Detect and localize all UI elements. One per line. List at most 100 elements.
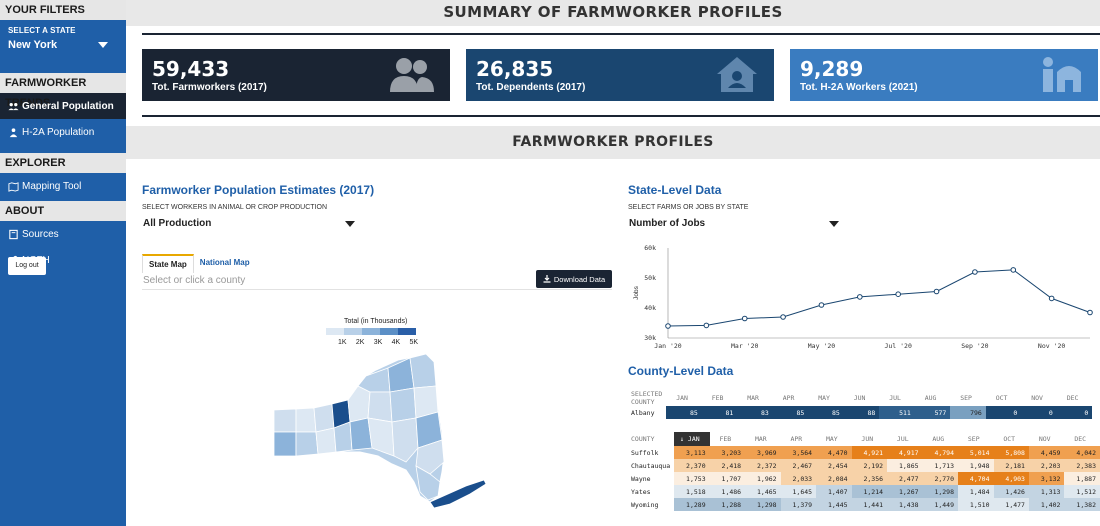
data-point xyxy=(933,288,940,295)
column-header[interactable]: MAR xyxy=(754,435,767,443)
column-header: AUG xyxy=(924,394,937,402)
county-name: Wyoming xyxy=(631,500,659,509)
data-point xyxy=(895,291,901,298)
state-selector[interactable]: SELECT A STATE New York xyxy=(0,20,126,66)
person-icon xyxy=(9,127,18,137)
state-map[interactable] xyxy=(270,352,490,517)
sidebar-item-label: Sources xyxy=(22,228,59,240)
data-point xyxy=(741,315,748,322)
county-shape[interactable] xyxy=(347,385,371,423)
column-header[interactable]: SEP xyxy=(967,435,980,443)
table-cell: 511 xyxy=(879,406,915,419)
state-level-title: State-Level Data xyxy=(628,183,722,197)
county-shape[interactable] xyxy=(409,353,437,389)
sidebar-item-sources[interactable]: Sources xyxy=(0,221,126,247)
county-shape[interactable] xyxy=(295,431,319,457)
column-header[interactable]: OCT xyxy=(1003,435,1016,443)
x-tick-label: Mar '20 xyxy=(731,342,758,350)
table-cell: 1,379 xyxy=(780,498,817,511)
column-header[interactable]: FEB xyxy=(719,435,732,443)
sidebar-item-h2a-population[interactable]: H-2A Population xyxy=(0,119,126,145)
county-shape[interactable] xyxy=(295,407,317,433)
table-row[interactable]: Suffolk 3,113 3,203 3,969 3,564 4,470 4,921 4,9… xyxy=(628,446,1100,459)
county-shapes[interactable] xyxy=(273,353,445,501)
chevron-down-icon xyxy=(345,220,355,227)
column-header[interactable]: JUL xyxy=(896,435,909,443)
explorer-header: EXPLORER xyxy=(0,153,126,173)
table-cell: 4,459 xyxy=(1028,446,1065,459)
column-header[interactable]: AUG xyxy=(932,435,945,443)
column-header[interactable]: JUN xyxy=(861,435,874,443)
series-line xyxy=(667,269,1091,327)
legend-ticks: 1K 2K 3K 4K 5K xyxy=(338,339,418,346)
table-cell: 2,770 xyxy=(922,472,959,485)
table-row[interactable]: Yates 1,518 1,486 1,465 1,645 1,407 1,214 1,267… xyxy=(628,485,1100,498)
county-search-input[interactable]: Select or click a county xyxy=(143,275,246,286)
table-cell: 0 xyxy=(985,406,1022,419)
table-cell: 1,402 xyxy=(1028,498,1065,511)
table-cell: 2,418 xyxy=(709,459,746,472)
column-header: SEP xyxy=(960,394,972,402)
table-cell: 5,014 xyxy=(958,446,994,459)
chevron-down-icon xyxy=(98,42,108,48)
tab-national-map[interactable]: National Map xyxy=(199,258,250,267)
county-shape[interactable] xyxy=(415,439,445,475)
summary-cards: 59,433 Tot. Farmworkers (2017) 26,835 To… xyxy=(142,49,1100,101)
column-header: JUN xyxy=(853,394,866,402)
column-header[interactable]: MAY xyxy=(825,435,838,443)
legend-swatch xyxy=(398,328,416,335)
filters-header: YOUR FILTERS xyxy=(0,0,126,20)
tab-state-map[interactable]: State Map xyxy=(142,254,194,273)
sidebar-item-label: General Population xyxy=(22,100,114,112)
county-shape[interactable] xyxy=(367,391,393,423)
table-cell: 85 xyxy=(772,406,809,419)
sort-column-header[interactable]: ↓ JAN xyxy=(674,432,710,446)
county-shape[interactable] xyxy=(273,408,297,433)
table-row[interactable]: Wayne 1,753 1,707 1,962 2,033 2,084 2,356 2,477… xyxy=(628,472,1100,485)
table-cell: 1,713 xyxy=(922,459,959,472)
table-cell: 1,753 xyxy=(674,472,710,485)
data-point xyxy=(780,314,786,320)
column-header[interactable]: APR xyxy=(790,435,803,443)
long-island-county[interactable] xyxy=(429,479,487,509)
county-shape[interactable] xyxy=(389,387,417,423)
table-cell: 1,645 xyxy=(780,485,817,498)
table-cell: 1,707 xyxy=(709,472,746,485)
legend-tick: 4K xyxy=(391,339,401,346)
county-shape[interactable] xyxy=(391,417,419,463)
table-cell: 3,969 xyxy=(745,446,781,459)
map-icon xyxy=(8,181,19,192)
county-shape[interactable] xyxy=(313,403,335,433)
sidebar-item-mapping-tool[interactable]: Mapping Tool xyxy=(0,173,126,199)
column-header[interactable]: NOV xyxy=(1038,435,1051,443)
y-axis-label: Jobs xyxy=(633,285,640,299)
county-shape[interactable] xyxy=(415,465,441,501)
column-header-county: SELECTED COUNTY xyxy=(631,390,663,406)
county-shape[interactable] xyxy=(273,431,297,457)
sidebar-item-general-population[interactable]: General Population xyxy=(0,93,126,119)
people-icon xyxy=(8,102,19,110)
table-row[interactable]: Albany 85 81 83 85 85 88 511 577 796 0 0 0 xyxy=(628,406,1093,419)
table-cell: 85 xyxy=(666,406,702,419)
about-header: ABOUT xyxy=(0,201,126,221)
table-cell: 81 xyxy=(701,406,738,419)
logout-button[interactable]: Log out xyxy=(8,257,46,275)
jobs-select-label: SELECT FARMS OR JOBS BY STATE xyxy=(628,204,749,211)
column-header[interactable]: DEC xyxy=(1074,435,1087,443)
column-header: JAN xyxy=(676,394,688,402)
column-header: FEB xyxy=(711,394,724,402)
jobs-select[interactable]: Number of Jobs xyxy=(629,218,839,229)
table-cell: 5,808 xyxy=(993,446,1029,459)
table-row[interactable]: Wyoming 1,289 1,288 1,298 1,379 1,445 1,441 1,4… xyxy=(628,498,1100,511)
county-shape[interactable] xyxy=(315,427,337,455)
production-select[interactable]: All Production xyxy=(143,218,355,229)
download-data-button[interactable]: Download Data xyxy=(536,270,612,288)
download-data-label: Download Data xyxy=(553,274,606,284)
dependents-card: 26,835 Tot. Dependents (2017) xyxy=(466,49,774,101)
x-tick-label: Sep '20 xyxy=(961,342,988,350)
table-cell: 1,865 xyxy=(887,459,923,472)
legend-tick: 5K xyxy=(409,339,418,346)
table-cell: 85 xyxy=(808,406,844,419)
table-cell: 2,356 xyxy=(851,472,888,485)
table-row[interactable]: Chautauqua 2,370 2,418 2,372 2,467 2,454 2,192… xyxy=(628,459,1100,472)
